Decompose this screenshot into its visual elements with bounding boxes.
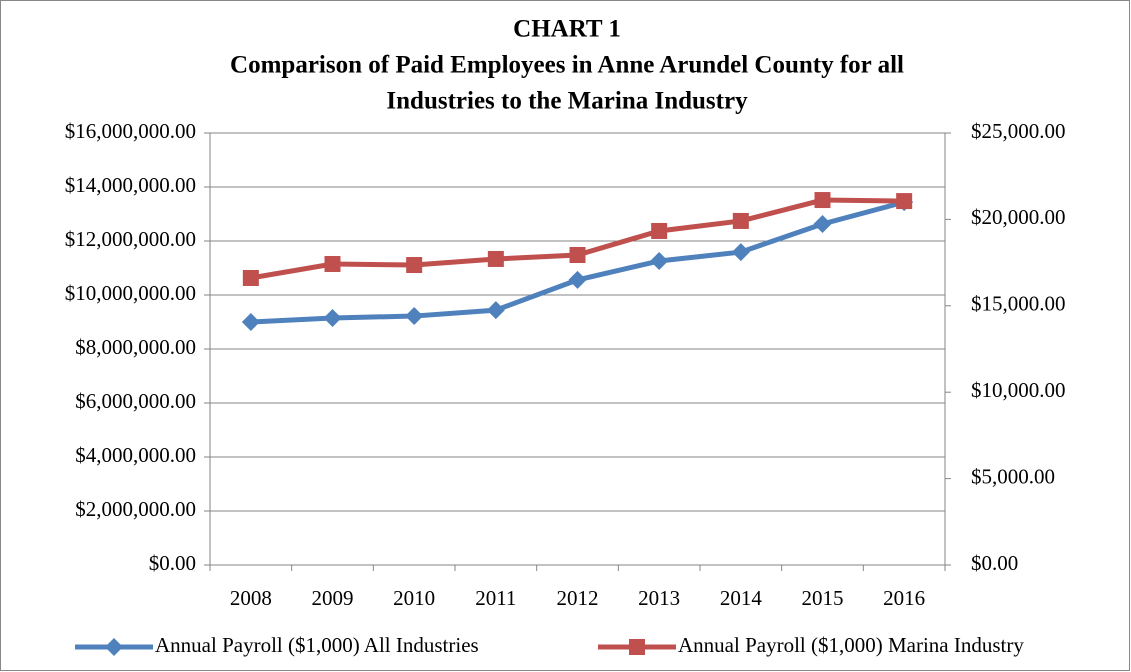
marker	[568, 270, 587, 289]
x-tick-label: 2014	[720, 586, 763, 610]
marker	[406, 257, 423, 274]
y-tick-label: $2,000,000.00	[75, 497, 196, 521]
x-tick-label: 2013	[638, 586, 680, 610]
chart-subtitle: Comparison of Paid Employees in Anne Aru…	[230, 52, 904, 79]
marker	[629, 639, 645, 655]
x-tick-label: 2011	[475, 586, 516, 610]
marker	[242, 269, 259, 286]
marker	[651, 222, 668, 239]
marker	[324, 255, 341, 272]
x-tick-label: 2012	[557, 586, 599, 610]
marker	[650, 251, 669, 270]
y2-tick-label: $15,000.00	[971, 292, 1066, 316]
x-tick-label: 2009	[312, 586, 354, 610]
x-tick-label: 2015	[802, 586, 844, 610]
y-tick-label: $14,000,000.00	[65, 173, 196, 197]
marker	[323, 308, 342, 327]
marker	[105, 638, 123, 656]
y-tick-label: $0.00	[149, 551, 196, 575]
chart-subtitle: Industries to the Marina Industry	[386, 88, 748, 115]
marker	[487, 250, 504, 267]
y2-tick-label: $25,000.00	[971, 119, 1066, 143]
x-tick-label: 2016	[883, 586, 925, 610]
y-tick-label: $10,000,000.00	[65, 281, 196, 305]
legend-label: Annual Payroll ($1,000) Marina Industry	[678, 633, 1024, 657]
y-tick-label: $4,000,000.00	[75, 443, 196, 467]
chart-title: CHART 1	[513, 16, 621, 43]
y-tick-label: $16,000,000.00	[65, 119, 196, 143]
marker	[814, 192, 831, 209]
x-tick-label: 2008	[230, 586, 272, 610]
marker	[569, 246, 586, 263]
y2-tick-label: $10,000.00	[971, 378, 1066, 402]
y2-tick-label: $0.00	[971, 551, 1018, 575]
marker	[486, 301, 505, 320]
x-tick-label: 2010	[393, 586, 435, 610]
y-tick-label: $6,000,000.00	[75, 389, 196, 413]
y2-tick-label: $20,000.00	[971, 205, 1066, 229]
marker	[241, 313, 260, 331]
marker	[732, 212, 749, 229]
marker	[731, 243, 750, 262]
legend-label: Annual Payroll ($1,000) All Industries	[155, 633, 479, 657]
y-tick-label: $12,000,000.00	[65, 227, 196, 251]
y2-tick-label: $5,000.00	[971, 464, 1055, 488]
marker	[813, 214, 832, 233]
marker	[896, 193, 913, 210]
marker	[405, 307, 424, 326]
y-tick-label: $8,000,000.00	[75, 335, 196, 359]
